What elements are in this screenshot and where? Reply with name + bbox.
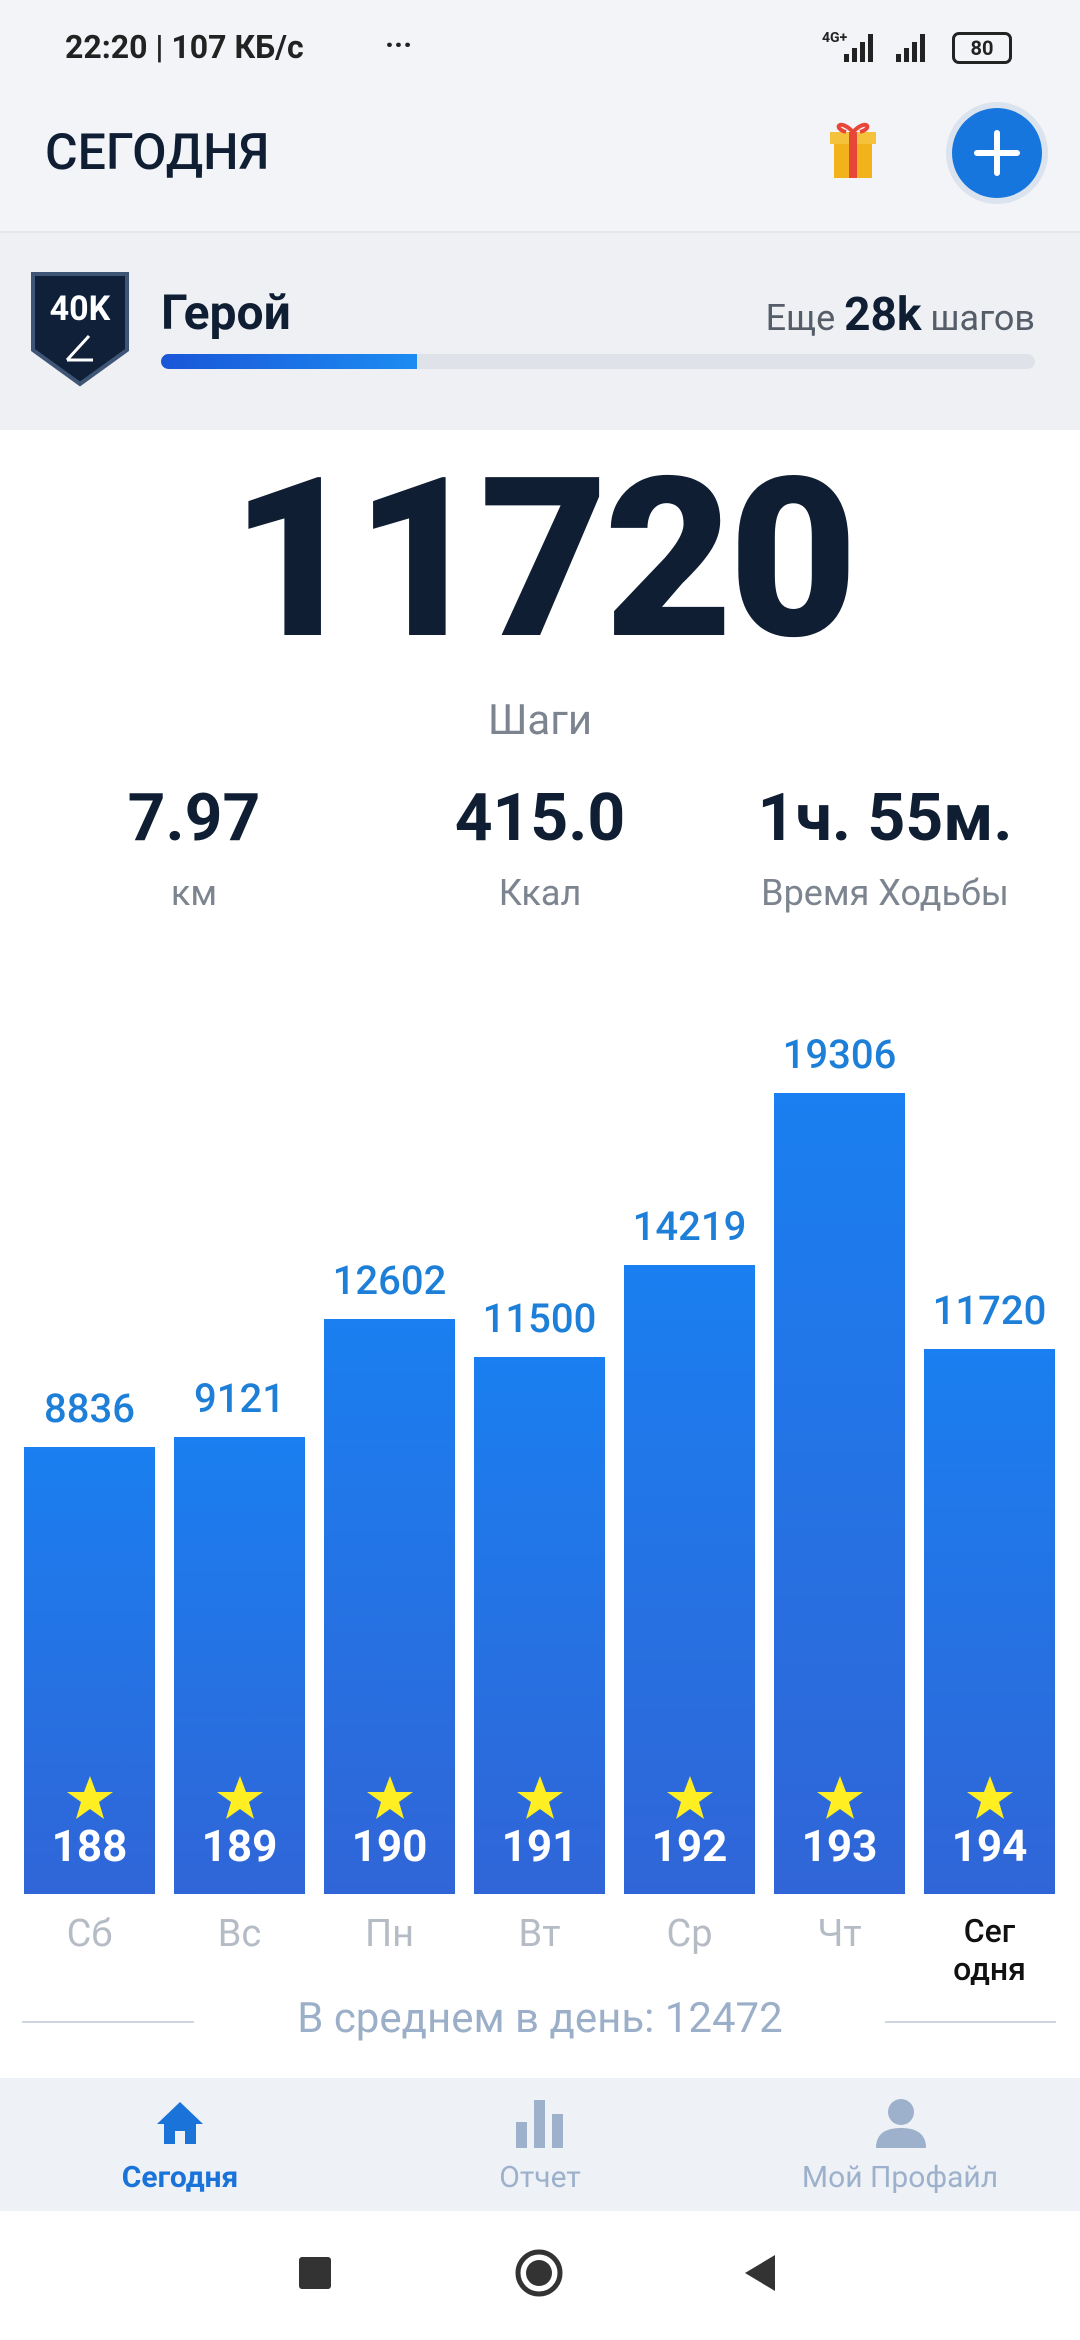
badge-name: Герой [161, 284, 291, 341]
value-label: 9121 [194, 1374, 285, 1422]
x-tick-label: Вт [518, 1912, 561, 1956]
remaining-value: 28k [844, 288, 922, 342]
stat-label: км [170, 872, 218, 914]
battery: 80 [952, 32, 1012, 64]
nav-label[interactable]: Сегодня [121, 2160, 239, 2195]
value-label: 14219 [632, 1202, 747, 1250]
day-number: 194 [951, 1820, 1028, 1872]
x-tick-label: Пн [364, 1912, 415, 1956]
gift-icon[interactable] [828, 118, 878, 182]
value-label: 11500 [482, 1294, 597, 1342]
day-number: 192 [651, 1820, 728, 1872]
system-nav [299, 2249, 775, 2297]
x-tick-label: Сб [66, 1912, 113, 1956]
status-more: ··· [385, 28, 413, 63]
badge-area [0, 231, 1080, 430]
badge-icon-text: 40K [50, 289, 111, 329]
star-icon [366, 1776, 413, 1819]
day-number: 193 [801, 1820, 878, 1872]
day-number: 190 [351, 1820, 428, 1872]
bar [774, 1093, 905, 1894]
remaining-prefix: Еще [765, 297, 836, 339]
day-number: 191 [501, 1820, 578, 1872]
top-area [0, 0, 1080, 231]
signal-icons [844, 34, 925, 62]
bar [174, 1436, 305, 1894]
status-time: 22:20 | 107 КБ/с [65, 28, 304, 66]
divider [22, 2021, 194, 2023]
divider [885, 2021, 1056, 2023]
progress-fill [161, 354, 417, 369]
day-number: 188 [51, 1820, 128, 1872]
steps-value: 11720 [230, 430, 857, 690]
value-label: 12602 [332, 1257, 447, 1305]
x-tick-label: Чт [817, 1912, 862, 1956]
nav-label[interactable]: Отчет [499, 2160, 581, 2195]
stat-label: Ккал [498, 872, 582, 914]
value-label: 19306 [782, 1031, 897, 1079]
star-icon [66, 1776, 113, 1819]
value-label: 8836 [44, 1384, 135, 1432]
x-tick-label: Вс [217, 1912, 262, 1956]
star-icon [666, 1776, 713, 1819]
day-number: 189 [201, 1820, 278, 1872]
network: 4G+ [822, 30, 848, 46]
badge-remaining: Еще 28k шагов [766, 288, 1035, 342]
stat-value: 1ч. 55м. [757, 780, 1013, 857]
x-tick-label: Сег одня [953, 1912, 1026, 1988]
stat-value: 415.0 [454, 780, 626, 857]
star-icon [516, 1776, 563, 1819]
home-icon[interactable] [155, 2098, 205, 2148]
screen-title: СЕГОДНЯ [45, 124, 270, 182]
average-label: В среднем в день: [297, 1994, 655, 2043]
star-icon [816, 1776, 863, 1819]
badge-icon: 40K [31, 272, 129, 387]
add-button[interactable] [944, 100, 1050, 206]
remaining-suffix: шагов [930, 297, 1035, 339]
average-value: 12472 [664, 1994, 783, 2043]
bar [24, 1446, 155, 1894]
star-icon [216, 1776, 263, 1819]
profile-icon[interactable] [874, 2096, 928, 2150]
nav-label[interactable]: Мой Профайл [801, 2160, 999, 2195]
stat-label: Время Ходьбы [761, 872, 1009, 914]
stat-value: 7.97 [127, 780, 261, 857]
star-icon [966, 1776, 1013, 1819]
value-label: 11720 [932, 1287, 1047, 1335]
steps-label: Шаги [487, 696, 593, 745]
x-tick-label: Ср [666, 1912, 713, 1956]
average: В среднем в день: 12472 [297, 1994, 783, 2043]
report-icon[interactable] [513, 2096, 567, 2150]
